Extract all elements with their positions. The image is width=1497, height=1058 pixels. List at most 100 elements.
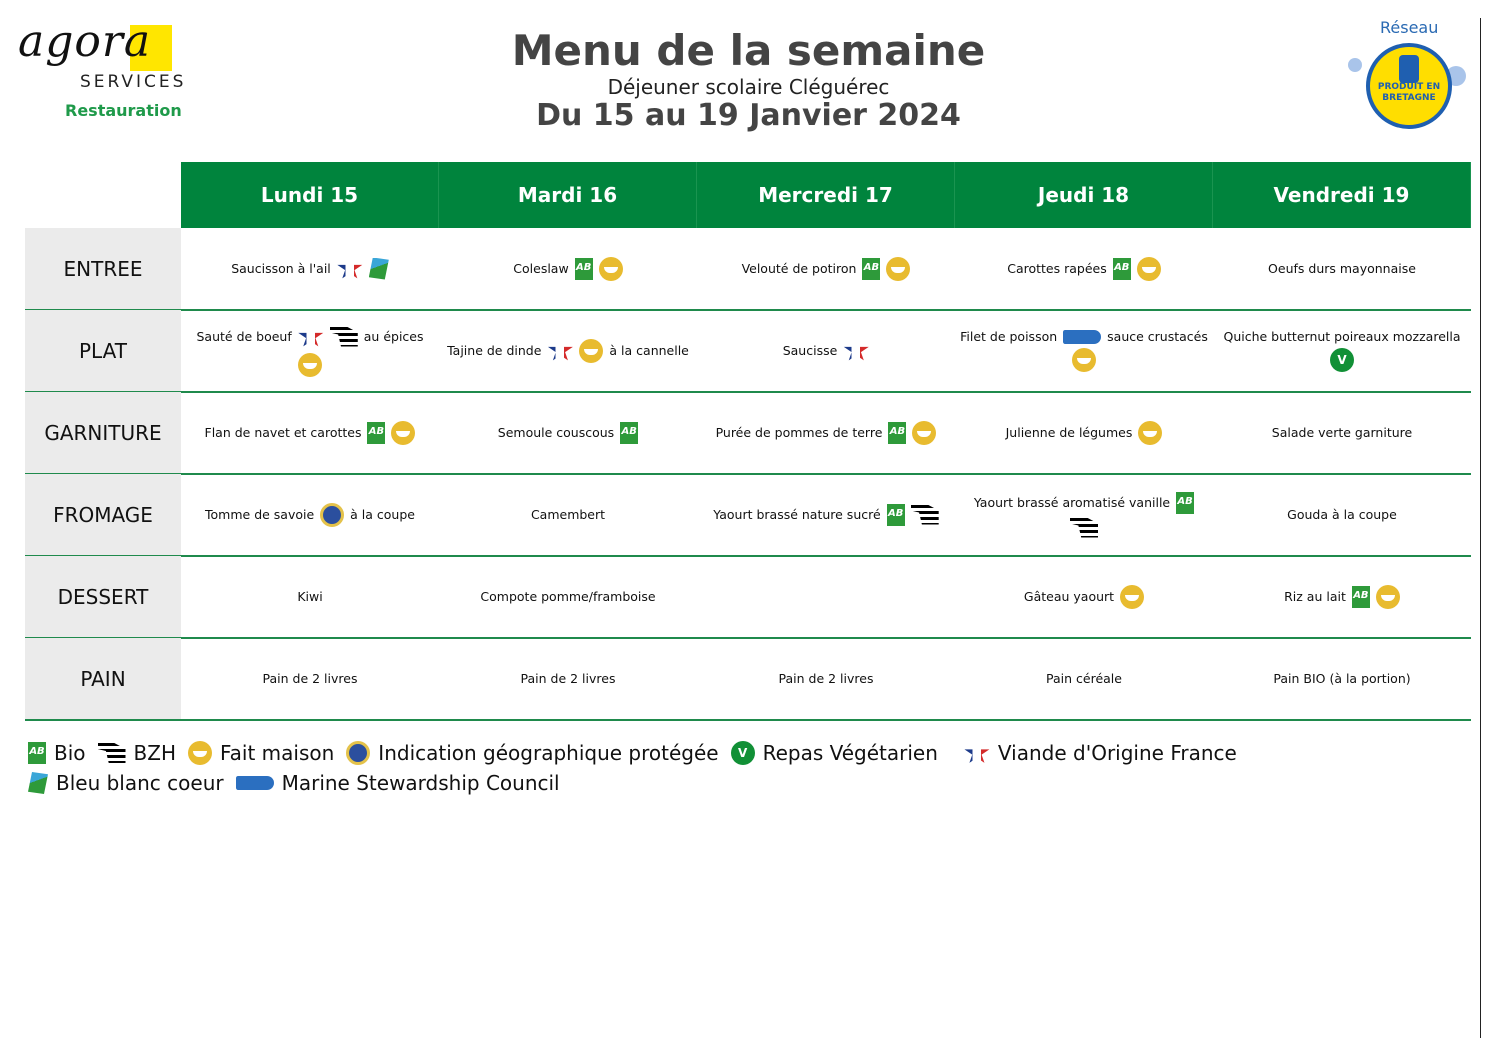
fait-maison-icon <box>187 741 212 765</box>
pbb-text: PRODUIT EN BRETAGNE <box>1377 82 1441 103</box>
legend: AB Bio BZH Fait maison Indication géographiq… <box>28 740 1328 796</box>
course-label: FROMAGE <box>25 474 181 555</box>
bio-ab-icon: AB <box>1351 585 1370 608</box>
msc-icon <box>1063 329 1102 344</box>
dish-text: Gouda à la coupe <box>1287 507 1397 522</box>
menu-cell: Coleslaw AB <box>439 228 697 309</box>
fait-maison-icon <box>598 256 623 281</box>
dish-text: Riz au lait <box>1284 589 1346 604</box>
dish-text: Pain de 2 livres <box>262 671 358 686</box>
menu-cell: Purée de pommes de terre AB <box>697 392 955 473</box>
menu-cell: Semoule couscous AB <box>439 392 697 473</box>
logo-yellow-box <box>130 25 172 71</box>
menu-cell: Gâteau yaourt <box>955 556 1213 637</box>
pbb-circle <box>1366 43 1452 129</box>
day-header-row: Lundi 15 Mardi 16 Mercredi 17 Jeudi 18 Vendr… <box>181 162 1471 228</box>
fait-maison-icon <box>1138 420 1163 445</box>
viande-origine-france-icon <box>843 338 869 361</box>
menu-cell: Yaourt brassé aromatisé vanille AB <box>955 474 1213 555</box>
dish-text: Tajine de dinde <box>447 343 542 358</box>
bleu-blanc-coeur-icon <box>368 257 389 280</box>
logo-services: SERVICES <box>80 72 187 92</box>
menu-cell: Tajine de dinde à la cannelle <box>439 310 697 391</box>
dish-text: Yaourt brassé aromatisé vanille <box>973 495 1171 510</box>
viande-origine-france-icon <box>337 256 363 279</box>
course-label: DESSERT <box>25 556 181 637</box>
dish-text: Sauté de boeuf <box>196 329 292 344</box>
menu-cell: Salade verte garniture <box>1213 392 1471 473</box>
menu-cell: Sauté de boeuf au épices <box>181 310 439 391</box>
menu-cell: Saucisse <box>697 310 955 391</box>
dish-text: Coleslaw <box>513 261 569 276</box>
dish-text: Filet de poisson <box>960 329 1058 344</box>
produit-en-bretagne-logo: Réseau PRODUIT EN BRETAGNE <box>1340 18 1475 130</box>
legend-label: Bleu blanc coeur <box>56 771 224 795</box>
agora-logo: agora SERVICES Restauration <box>18 16 183 124</box>
bio-ab-icon: AB <box>574 257 593 280</box>
week-dates: Du 15 au 19 Janvier 2024 <box>536 98 961 133</box>
menu-cell: Quiche butternut poireaux mozzarella V <box>1213 310 1471 391</box>
legend-label: Marine Stewardship Council <box>281 771 560 795</box>
viande-origine-france-icon <box>547 338 573 361</box>
menu-cell: Kiwi <box>181 556 439 637</box>
bzh-flag-icon <box>910 504 939 525</box>
logo-division: Restauration <box>65 101 182 120</box>
page-edge-line <box>1480 18 1481 1038</box>
dish-text: Pain BIO (à la portion) <box>1273 671 1411 686</box>
menu-cell: Yaourt brassé nature sucré AB <box>697 474 955 555</box>
bio-ab-icon: AB <box>888 421 907 444</box>
legend-item: AB Bio <box>28 740 86 766</box>
fait-maison-icon <box>391 420 416 445</box>
menu-row-dessert: DESSERT Kiwi Compote pomme/framboise Gâteau… <box>25 556 1471 639</box>
dish-text: Tomme de savoie <box>205 507 315 522</box>
fait-maison-icon <box>298 352 322 377</box>
course-label: PAIN <box>25 638 181 719</box>
menu-cell: Carottes rapées AB <box>955 228 1213 309</box>
viande-origine-france-icon <box>298 324 324 347</box>
legend-label: Bio <box>54 741 86 765</box>
fait-maison-icon <box>886 256 911 281</box>
dish-text: Camembert <box>530 507 606 522</box>
dish-text: Saucisson à l'ail <box>231 261 331 276</box>
bzh-flag-icon <box>329 326 358 347</box>
pbb-lighthouse <box>1399 55 1419 83</box>
dish-text: Julienne de légumes <box>1005 425 1133 440</box>
dish-text: au épices <box>363 329 424 344</box>
menu-cell: Pain de 2 livres <box>697 638 955 719</box>
bzh-flag-icon <box>97 743 126 763</box>
bio-ab-icon: AB <box>367 421 386 444</box>
dish-text: Pain de 2 livres <box>520 671 616 686</box>
fait-maison-icon <box>1120 584 1145 609</box>
menu-row-plat: PLAT Sauté de boeuf au épices Tajine de din… <box>25 310 1471 393</box>
menu-cell: Oeufs durs mayonnaise <box>1213 228 1471 309</box>
legend-item: Marine Stewardship Council <box>235 770 560 796</box>
day-header: Mardi 16 <box>439 162 697 228</box>
bleu-blanc-coeur-icon <box>28 772 48 794</box>
bio-ab-icon: AB <box>1176 491 1195 514</box>
dish-text: Pain céréale <box>1046 671 1122 686</box>
legend-item: Indication géographique protégée <box>346 740 719 766</box>
vegetarien-icon: V <box>1330 348 1354 372</box>
fait-maison-icon <box>1072 348 1096 372</box>
bio-ab-icon: AB <box>886 503 905 526</box>
legend-label: Viande d'Origine France <box>997 741 1237 765</box>
dish-text: Purée de pommes de terre <box>715 425 883 440</box>
menu-cell: Velouté de potiron AB <box>697 228 955 309</box>
legend-label: Indication géographique protégée <box>378 741 719 765</box>
dish-text: Saucisse <box>782 343 838 358</box>
dish-text: Flan de navet et carottes <box>204 425 362 440</box>
menu-cell: Flan de navet et carottes AB <box>181 392 439 473</box>
dish-text: Gâteau yaourt <box>1023 589 1115 604</box>
bio-ab-icon: AB <box>620 421 639 444</box>
vegetarien-icon: V <box>730 741 755 765</box>
menu-cell <box>697 556 955 637</box>
page-subtitle: Déjeuner scolaire Cléguérec <box>607 75 890 99</box>
dish-text: Compote pomme/framboise <box>480 589 656 604</box>
day-header: Jeudi 18 <box>955 162 1213 228</box>
legend-label: BZH <box>133 741 176 765</box>
msc-icon <box>235 776 274 790</box>
menu-cell: Compote pomme/framboise <box>439 556 697 637</box>
dish-text: Pain de 2 livres <box>778 671 874 686</box>
legend-item: V Repas Végétarien <box>730 740 938 766</box>
menu-cell: Pain de 2 livres <box>439 638 697 719</box>
